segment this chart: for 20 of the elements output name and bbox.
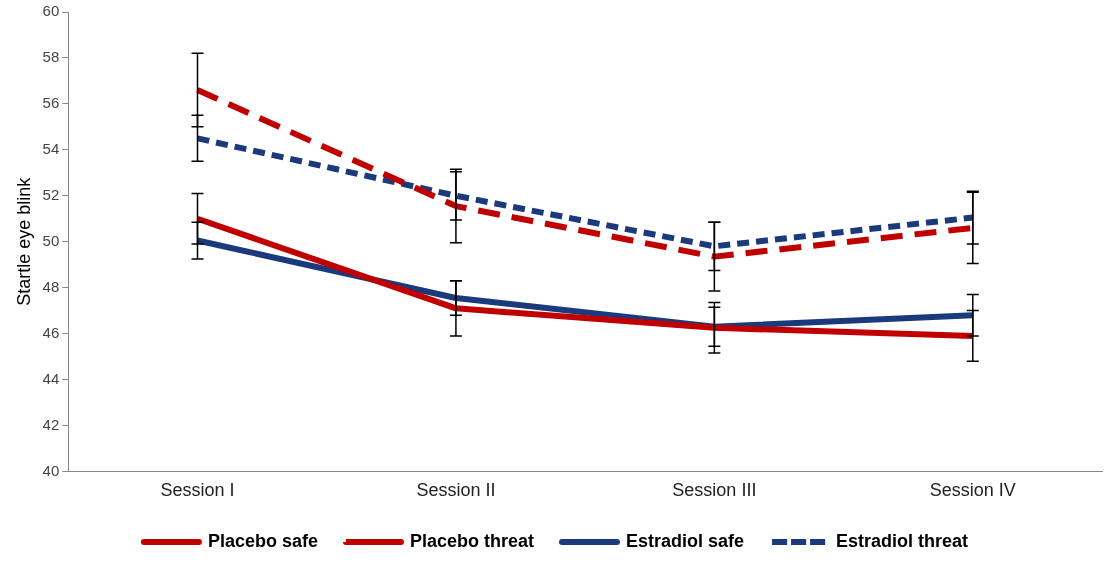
y-tick-label: 40	[42, 461, 60, 479]
legend-label: Estradiol safe	[626, 530, 745, 551]
y-tick-label: 52	[42, 185, 60, 203]
x-tick-label: Session IV	[929, 480, 1016, 501]
y-tick-label: 42	[42, 415, 60, 433]
legend-label: Placebo threat	[409, 530, 535, 551]
y-tick-label: 44	[42, 369, 60, 387]
y-tick-label: 46	[42, 323, 60, 341]
y-axis-title: Startle eye blink	[13, 176, 34, 306]
y-tick-label: 54	[42, 139, 60, 157]
x-tick-label: Session II	[416, 480, 496, 501]
legend-label: Placebo safe	[207, 530, 318, 551]
y-tick-label: 48	[42, 277, 60, 295]
y-tick-label: 60	[42, 2, 60, 20]
y-tick-label: 56	[42, 94, 60, 112]
x-tick-label: Session I	[160, 480, 235, 501]
legend-label: Estradiol threat	[836, 530, 969, 551]
y-tick-label: 58	[42, 48, 60, 66]
x-tick-label: Session III	[672, 480, 757, 501]
y-tick-label: 50	[42, 231, 60, 249]
